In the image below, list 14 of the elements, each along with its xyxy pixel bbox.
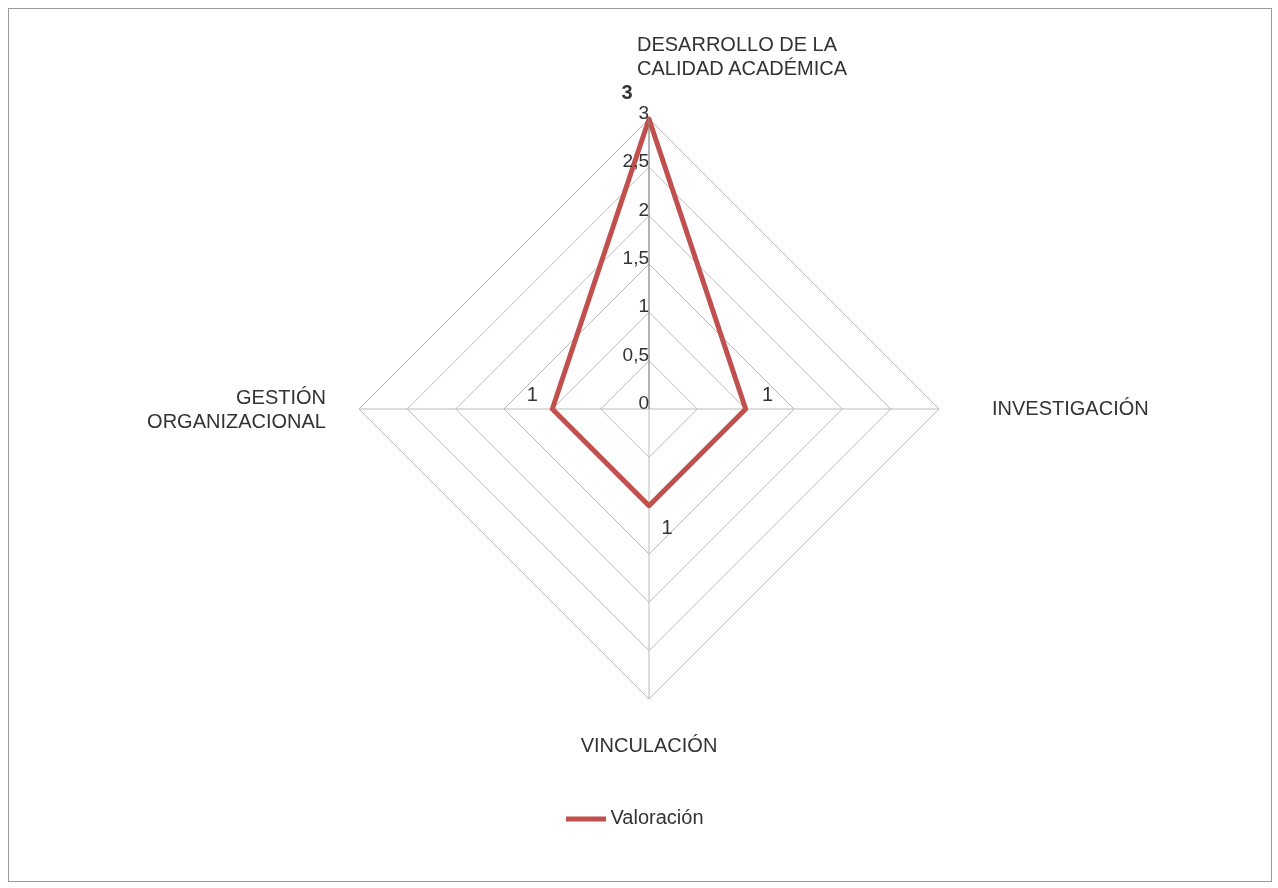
spoke-label: INVESTIGACIÓN	[992, 397, 1149, 419]
data-label: 1	[762, 383, 774, 405]
spoke-label: VINCULACIÓN	[580, 734, 718, 756]
y-tick-label: 2	[638, 198, 649, 220]
legend-label: Valoración	[610, 806, 704, 829]
y-tick-label: 0,5	[622, 343, 649, 365]
data-label: 1	[661, 515, 673, 538]
y-tick-label: 1,5	[622, 247, 649, 268]
spoke-label: DESARROLLO DE LA CALIDAD ACADÉMICA	[637, 33, 848, 79]
y-tick-label: 1	[638, 295, 649, 317]
spoke-label: GESTIÓN ORGANIZACIONAL	[147, 386, 326, 432]
data-label: 1	[526, 383, 538, 405]
y-tick-label: 3	[638, 102, 649, 123]
y-tick-label: 0	[638, 392, 649, 413]
